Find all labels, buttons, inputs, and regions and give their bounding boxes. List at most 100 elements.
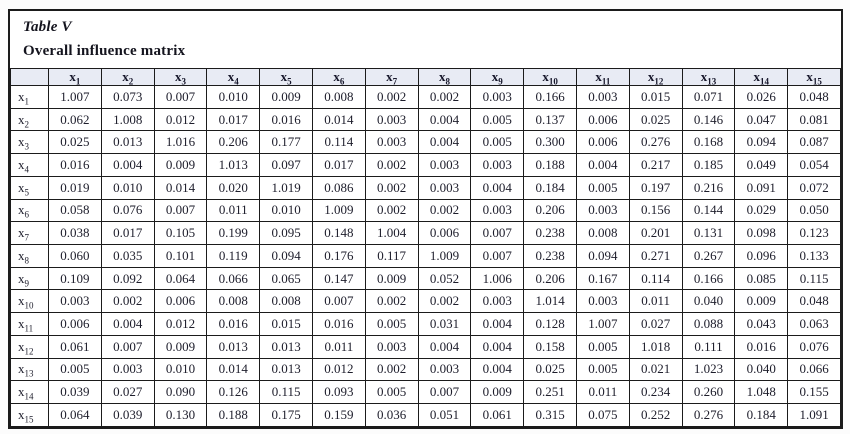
matrix-cell: 0.065 [259, 266, 313, 291]
table-row: x8 0.060 0.035 0.101 0.119 0.094 0.176 0.117 1.0… [10, 244, 841, 268]
matrix-cell: 0.002 [364, 289, 419, 314]
matrix-cell: 0.088 [681, 312, 736, 336]
matrix-cell: 1.014 [523, 289, 577, 314]
matrix-cell: 0.271 [628, 244, 683, 268]
matrix-cell: 0.009 [364, 266, 419, 291]
matrix-cell: 1.009 [417, 244, 472, 268]
matrix-cell: 0.201 [628, 221, 683, 246]
matrix-cell: 0.011 [628, 289, 683, 314]
corner-cell [10, 68, 49, 86]
matrix-cell: 0.027 [100, 380, 155, 405]
table-card: Table V Overall influence matrix x1 x2 x3 x… [8, 9, 843, 429]
matrix-cell: 0.005 [575, 334, 630, 359]
matrix-cell: 0.176 [311, 244, 366, 268]
matrix-cell: 0.009 [470, 380, 525, 405]
matrix-cell: 0.008 [575, 221, 630, 246]
matrix-cell: 0.025 [628, 107, 683, 132]
matrix-cell: 0.063 [787, 312, 841, 336]
column-header-x4: x4 [206, 68, 261, 86]
matrix-cell: 0.015 [259, 312, 313, 336]
matrix-cell: 0.008 [259, 289, 313, 314]
matrix-body: x1 1.007 0.073 0.007 0.010 0.009 0.008 0.002 0.0… [10, 85, 841, 427]
column-header-x7: x7 [364, 68, 419, 86]
matrix-cell: 0.047 [734, 107, 789, 132]
matrix-cell: 0.002 [100, 289, 155, 314]
matrix-cell: 0.003 [417, 357, 472, 382]
matrix-cell: 0.052 [417, 266, 472, 291]
matrix-cell: 0.114 [628, 266, 683, 291]
matrix-cell: 1.023 [681, 357, 736, 382]
matrix-cell: 0.049 [734, 153, 789, 177]
matrix-cell: 0.114 [311, 130, 366, 155]
table-row: x7 0.038 0.017 0.105 0.199 0.095 0.148 1.004 0.0… [10, 221, 841, 246]
matrix-cell: 0.003 [417, 175, 472, 200]
matrix-cell: 0.087 [787, 130, 841, 155]
matrix-cell: 0.005 [364, 312, 419, 336]
matrix-cell: 0.081 [787, 107, 841, 132]
matrix-cell: 0.040 [681, 289, 736, 314]
matrix-cell: 1.007 [575, 312, 630, 336]
matrix-cell: 0.003 [364, 107, 419, 132]
matrix-cell: 0.036 [364, 403, 419, 427]
matrix-cell: 1.009 [311, 198, 366, 223]
column-header-x6: x6 [311, 68, 366, 86]
matrix-cell: 0.011 [575, 380, 630, 405]
matrix-cell: 0.038 [48, 221, 102, 246]
matrix-cell: 0.016 [259, 107, 313, 132]
matrix-cell: 0.060 [48, 244, 102, 268]
matrix-cell: 0.003 [100, 357, 155, 382]
column-header-x13: x13 [681, 68, 736, 86]
row-header-x2: x2 [10, 107, 49, 132]
matrix-cell: 0.175 [259, 403, 313, 427]
matrix-cell: 0.064 [153, 266, 208, 291]
matrix-cell: 0.115 [787, 266, 841, 291]
matrix-cell: 0.128 [523, 312, 577, 336]
matrix-cell: 0.159 [311, 403, 366, 427]
matrix-cell: 0.003 [575, 85, 630, 109]
matrix-cell: 0.002 [417, 85, 472, 109]
column-header-x3: x3 [153, 68, 208, 86]
matrix-cell: 0.251 [523, 380, 577, 405]
matrix-cell: 0.148 [311, 221, 366, 246]
matrix-cell: 0.004 [470, 175, 525, 200]
matrix-cell: 0.188 [206, 403, 261, 427]
matrix-cell: 0.003 [364, 130, 419, 155]
matrix-cell: 0.144 [681, 198, 736, 223]
matrix-cell: 0.004 [417, 107, 472, 132]
matrix-cell: 0.007 [470, 244, 525, 268]
matrix-cell: 0.016 [311, 312, 366, 336]
matrix-cell: 0.098 [734, 221, 789, 246]
matrix-cell: 0.014 [206, 357, 261, 382]
matrix-cell: 0.117 [364, 244, 419, 268]
matrix-cell: 0.013 [100, 130, 155, 155]
matrix-cell: 0.168 [681, 130, 736, 155]
matrix-cell: 0.238 [523, 244, 577, 268]
column-header-x1: x1 [48, 68, 102, 86]
matrix-cell: 0.217 [628, 153, 683, 177]
matrix-cell: 0.008 [206, 289, 261, 314]
matrix-cell: 0.252 [628, 403, 683, 427]
matrix-cell: 0.073 [100, 85, 155, 109]
row-header-x13: x13 [10, 357, 49, 382]
matrix-cell: 0.091 [734, 175, 789, 200]
matrix-cell: 0.025 [48, 130, 102, 155]
matrix-cell: 0.007 [153, 198, 208, 223]
row-header-x15: x15 [10, 403, 49, 427]
matrix-cell: 1.091 [787, 403, 841, 427]
matrix-cell: 1.007 [48, 85, 102, 109]
matrix-cell: 0.177 [259, 130, 313, 155]
matrix-cell: 0.012 [311, 357, 366, 382]
column-header-x10: x10 [523, 68, 577, 86]
matrix-cell: 0.002 [364, 175, 419, 200]
matrix-cell: 0.039 [100, 403, 155, 427]
matrix-cell: 0.007 [311, 289, 366, 314]
matrix-cell: 0.054 [787, 153, 841, 177]
matrix-cell: 0.007 [470, 221, 525, 246]
matrix-cell: 0.014 [311, 107, 366, 132]
matrix-cell: 0.029 [734, 198, 789, 223]
matrix-cell: 0.158 [523, 334, 577, 359]
table-row: x14 0.039 0.027 0.090 0.126 0.115 0.093 0.005 0.… [10, 380, 841, 405]
matrix-cell: 0.004 [470, 334, 525, 359]
matrix-cell: 0.137 [523, 107, 577, 132]
matrix-cell: 0.066 [206, 266, 261, 291]
